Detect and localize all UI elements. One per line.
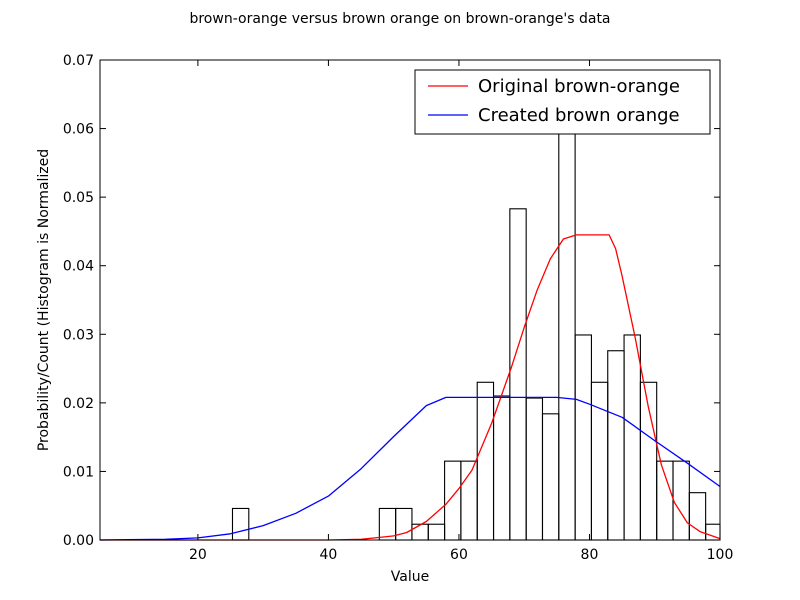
chart-title: brown-orange versus brown orange on brow… xyxy=(189,11,610,27)
y-tick-label: 0.06 xyxy=(63,122,94,138)
x-axis-label: Value xyxy=(391,569,429,585)
histogram-bar xyxy=(672,460,690,541)
y-tick-label: 0.01 xyxy=(63,464,94,480)
histogram-bar xyxy=(444,460,462,541)
histogram-bar xyxy=(574,334,592,541)
series-line-created-brown-orange xyxy=(99,396,721,541)
y-tick-label: 0.05 xyxy=(63,190,94,206)
plot-frame xyxy=(99,59,721,541)
curves xyxy=(99,234,721,541)
histogram-bar xyxy=(623,334,641,541)
series-line-original-brown-orange xyxy=(100,234,721,541)
histogram-bar xyxy=(541,413,560,541)
y-tick-label: 0.04 xyxy=(63,259,94,275)
histogram-bar xyxy=(607,350,625,541)
legend: Original brown-orange Created brown oran… xyxy=(414,69,711,135)
x-tick-label: 20 xyxy=(189,547,207,563)
y-axis-label: Probability/Count (Histogram is Normaliz… xyxy=(36,149,52,451)
y-tick-label: 0.07 xyxy=(63,53,94,69)
histogram-bar xyxy=(558,107,576,541)
x-tick-label: 100 xyxy=(707,547,734,563)
axis-ticks: 20 40 60 80 100 0.00 0.01 0.02 0.03 0.04 0.05 0.06 0… xyxy=(63,53,734,563)
histogram-bar xyxy=(378,507,397,541)
x-tick-label: 80 xyxy=(581,547,599,563)
x-tick-label: 60 xyxy=(450,547,468,563)
x-tick-label: 40 xyxy=(320,547,338,563)
histogram-bar xyxy=(231,507,250,541)
legend-entry-created: Created brown orange xyxy=(478,105,680,126)
y-tick-label: 0.00 xyxy=(63,533,94,549)
histogram-bar xyxy=(509,208,527,541)
histogram-bar xyxy=(525,397,544,541)
histogram-bar xyxy=(427,523,446,541)
legend-box xyxy=(414,69,711,135)
legend-entry-original: Original brown-orange xyxy=(478,76,680,97)
histogram-bar xyxy=(476,381,495,541)
y-tick-label: 0.03 xyxy=(63,327,94,343)
histogram-bar xyxy=(411,523,429,541)
histogram-bar xyxy=(460,460,478,541)
histogram-bar xyxy=(492,395,511,541)
histogram-bars xyxy=(231,107,721,541)
y-tick-label: 0.02 xyxy=(63,396,94,412)
